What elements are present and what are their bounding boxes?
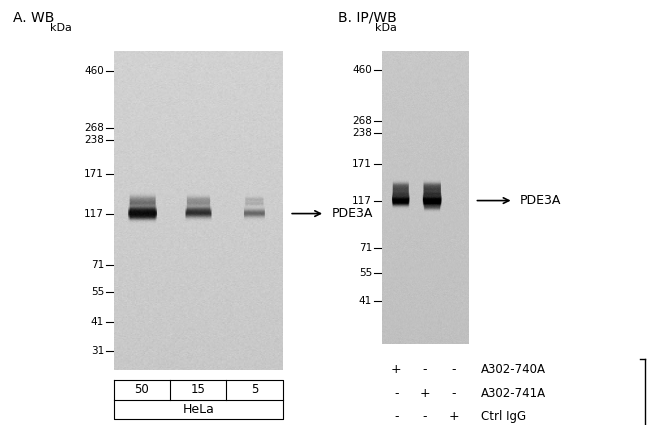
Text: 5: 5 bbox=[251, 383, 258, 397]
Text: -: - bbox=[394, 410, 398, 423]
Text: +: + bbox=[420, 387, 430, 399]
Text: 50: 50 bbox=[135, 383, 150, 397]
Text: HeLa: HeLa bbox=[182, 402, 215, 416]
Text: 171: 171 bbox=[352, 159, 372, 169]
Text: 268: 268 bbox=[352, 116, 372, 126]
Text: -: - bbox=[451, 387, 456, 399]
Text: A302-741A: A302-741A bbox=[481, 387, 546, 399]
Text: A302-740A: A302-740A bbox=[481, 363, 546, 376]
Text: 41: 41 bbox=[359, 296, 372, 306]
Text: 238: 238 bbox=[352, 128, 372, 138]
Text: B. IP/WB: B. IP/WB bbox=[338, 11, 396, 25]
Text: 71: 71 bbox=[91, 261, 104, 270]
Text: PDE3A: PDE3A bbox=[520, 194, 562, 207]
Text: -: - bbox=[394, 387, 398, 399]
Text: kDa: kDa bbox=[374, 23, 396, 33]
Text: PDE3A: PDE3A bbox=[332, 207, 373, 220]
Text: -: - bbox=[422, 410, 427, 423]
Text: 460: 460 bbox=[352, 65, 372, 75]
Text: -: - bbox=[422, 363, 427, 376]
Text: 117: 117 bbox=[352, 196, 372, 206]
Text: +: + bbox=[391, 363, 402, 376]
Text: kDa: kDa bbox=[49, 23, 72, 33]
Text: +: + bbox=[448, 410, 459, 423]
Text: 55: 55 bbox=[91, 287, 104, 297]
Text: 55: 55 bbox=[359, 268, 372, 278]
Text: -: - bbox=[451, 363, 456, 376]
Text: 117: 117 bbox=[84, 209, 104, 218]
Text: 15: 15 bbox=[191, 383, 205, 397]
Text: 171: 171 bbox=[84, 169, 104, 179]
Text: A. WB: A. WB bbox=[13, 11, 55, 25]
Text: 268: 268 bbox=[84, 122, 104, 133]
Text: 41: 41 bbox=[91, 317, 104, 327]
Text: 238: 238 bbox=[84, 135, 104, 145]
Text: 460: 460 bbox=[84, 66, 104, 76]
Text: 31: 31 bbox=[91, 346, 104, 357]
Text: Ctrl IgG: Ctrl IgG bbox=[481, 410, 526, 423]
Text: 71: 71 bbox=[359, 243, 372, 253]
